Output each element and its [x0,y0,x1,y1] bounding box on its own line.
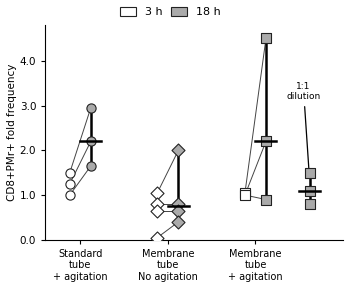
Legend: 3 h, 18 h: 3 h, 18 h [120,7,220,17]
Point [155,190,160,195]
Point [263,139,269,144]
Point [307,188,313,193]
Point [307,171,313,175]
Point [176,220,181,224]
Point [242,193,248,197]
Point [263,197,269,202]
Point [155,208,160,213]
Point [242,190,248,195]
Point [176,148,181,153]
Point [67,171,72,175]
Point [176,208,181,213]
Point [88,139,93,144]
Point [88,105,93,110]
Point [67,181,72,186]
Point [88,164,93,168]
Text: 1:1
dilution: 1:1 dilution [287,82,321,178]
Y-axis label: CD8+PMr+ fold frequency: CD8+PMr+ fold frequency [7,64,17,201]
Point [67,193,72,197]
Point [155,235,160,240]
Point [263,36,269,41]
Point [307,202,313,206]
Point [176,202,181,206]
Point [155,202,160,206]
